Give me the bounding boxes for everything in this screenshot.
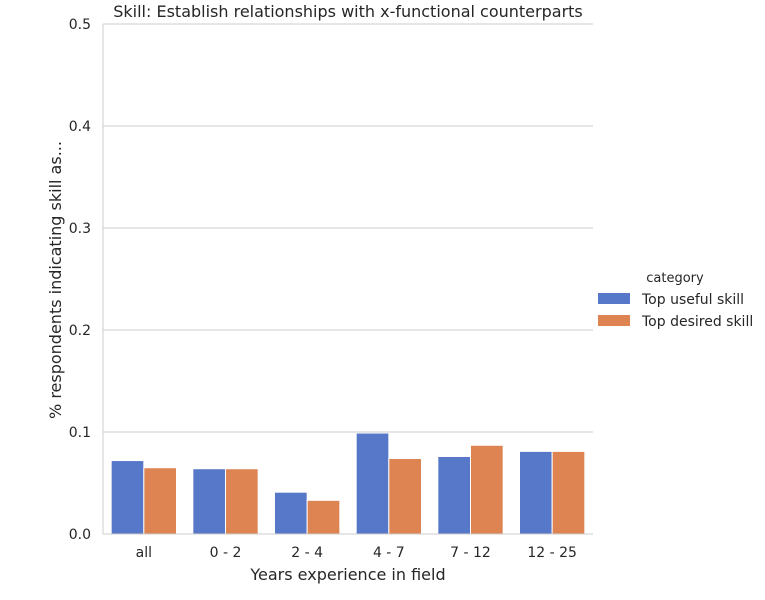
y-tick-label: 0.2 <box>69 323 91 339</box>
bar-top-desired <box>225 468 259 535</box>
y-tick-label: 0.1 <box>69 425 91 441</box>
legend-swatch-top-useful <box>598 293 630 304</box>
x-tick-label: 12 - 25 <box>527 545 577 561</box>
x-tick-label: all <box>136 545 152 561</box>
bar-top-desired <box>551 450 586 535</box>
bars-layer <box>110 432 586 535</box>
x-tick-label: 0 - 2 <box>210 545 242 561</box>
bar-top-desired <box>306 499 341 535</box>
legend-label-top-useful: Top useful skill <box>641 292 744 308</box>
bar-top-desired <box>388 458 423 535</box>
bar-top-desired <box>143 467 177 535</box>
y-axis-label: % respondents indicating skill as... <box>46 141 65 419</box>
bar-top-useful <box>355 432 390 535</box>
x-axis-label: Years experience in field <box>249 565 445 584</box>
x-tick-label: 7 - 12 <box>450 545 491 561</box>
bar-top-useful <box>437 455 472 535</box>
y-tick-label: 0.4 <box>69 119 91 135</box>
y-tick-label: 0.0 <box>69 527 91 543</box>
y-tick-label: 0.3 <box>69 221 91 237</box>
bar-top-useful <box>274 491 308 535</box>
legend-title: category <box>646 271 704 286</box>
bar-top-desired <box>470 444 504 535</box>
chart-title: Skill: Establish relationships with x-fu… <box>113 2 583 21</box>
legend: category Top useful skill Top desired sk… <box>598 271 753 330</box>
x-tick-label: 4 - 7 <box>373 545 405 561</box>
y-tick-label: 0.5 <box>69 17 91 33</box>
bar-top-useful <box>110 460 145 535</box>
legend-label-top-desired: Top desired skill <box>641 314 753 330</box>
axis-layer: 0.0 0.1 0.2 0.3 0.4 0.5 all 0 - 2 2 - 4 4 - 7 7 - … <box>69 17 593 561</box>
bar-top-useful <box>519 450 553 535</box>
bar-top-useful <box>192 468 226 535</box>
legend-swatch-top-desired <box>598 315 630 326</box>
x-tick-label: 2 - 4 <box>291 545 323 561</box>
